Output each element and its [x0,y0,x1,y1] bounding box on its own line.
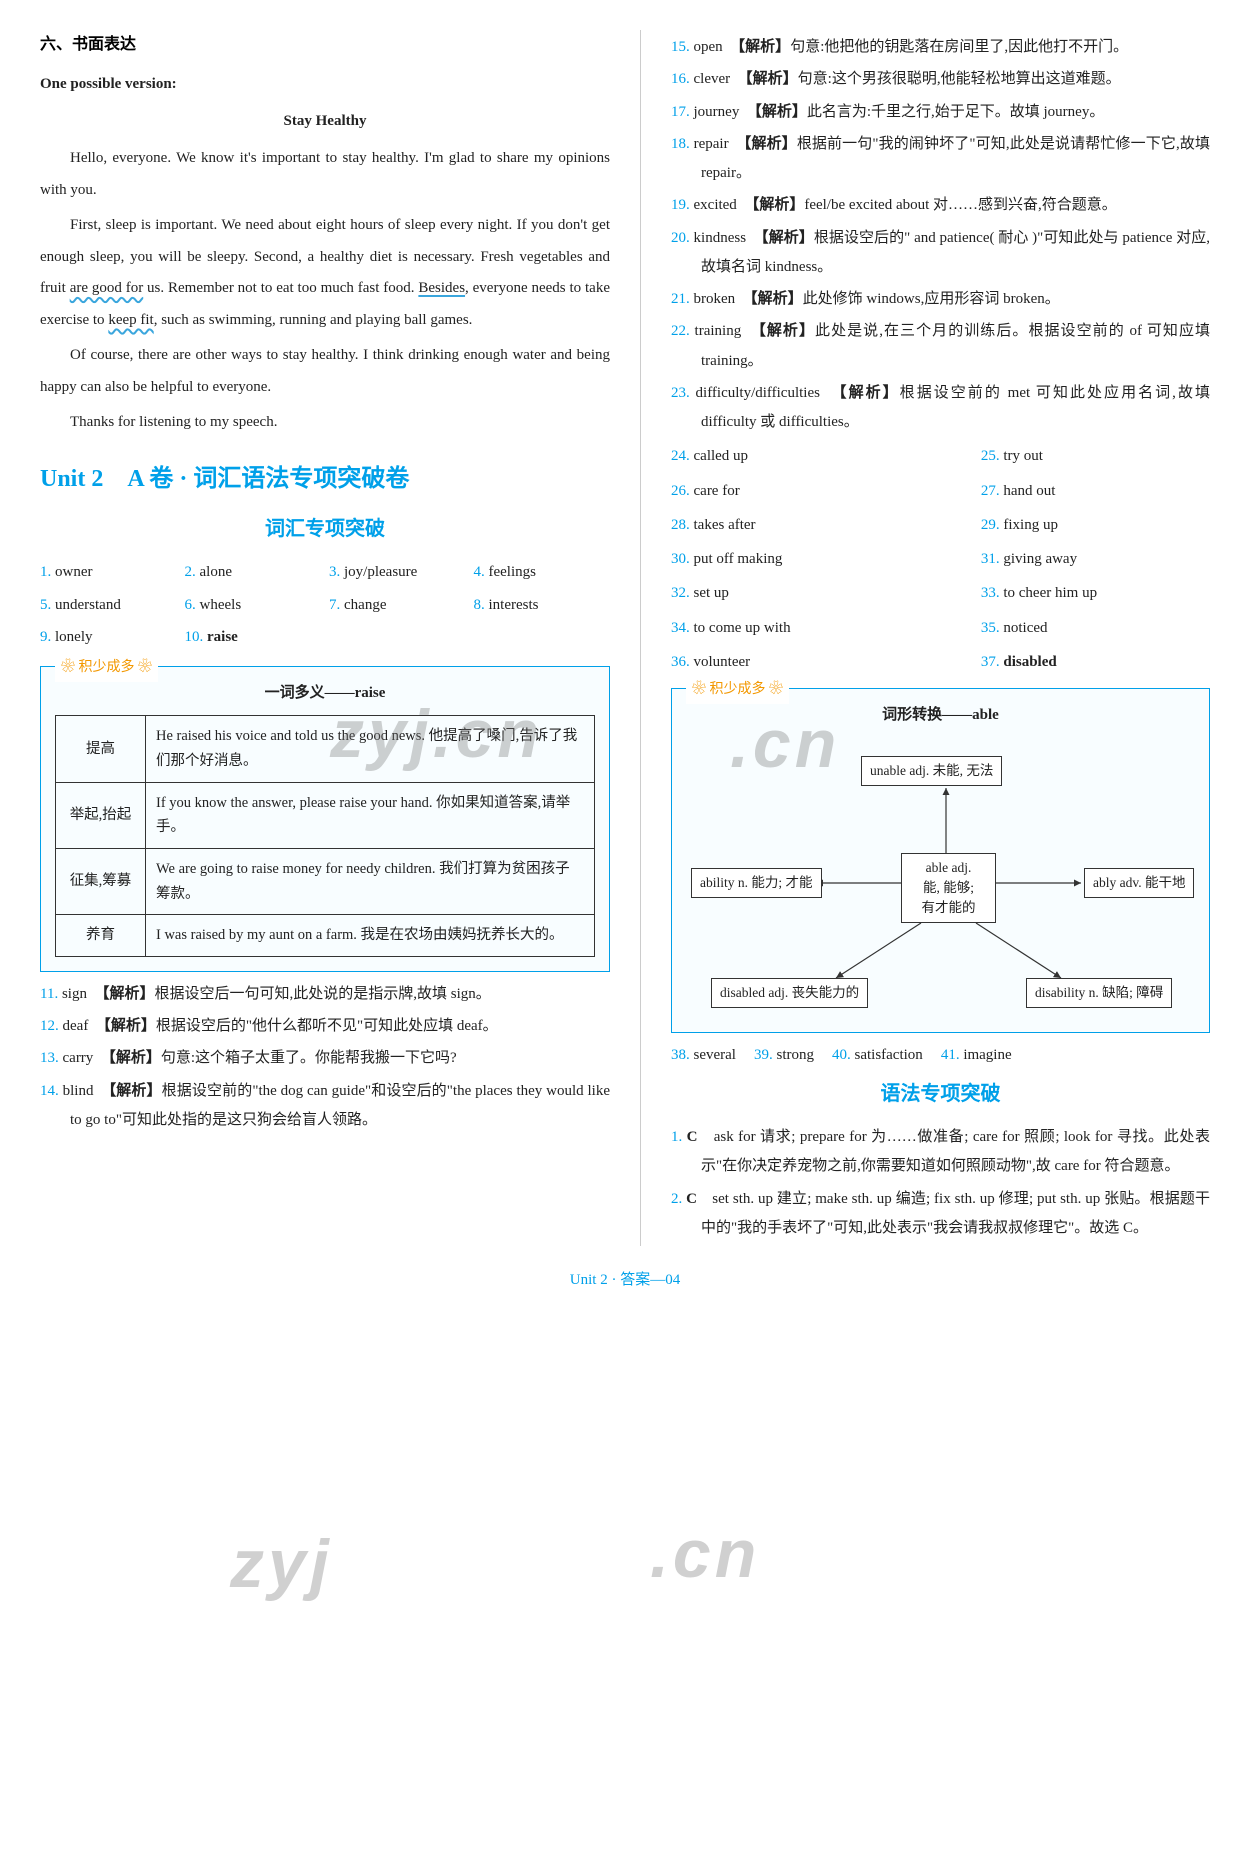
answer-item: 41. imagine [941,1041,1012,1070]
answer-item: 35. noticed [981,614,1210,643]
answer-item: 12. deaf 【解析】根据设空后的"他什么都听不见"可知此处应填 deaf。 [40,1012,610,1041]
answer-item: 31. giving away [981,545,1210,574]
vocab-item: 4. feelings [474,558,611,587]
answer-item: 32. set up [671,579,969,608]
essay-p3: Of course, there are other ways to stay … [40,340,610,403]
grammar-heading: 语法专项突破 [671,1075,1210,1113]
answer-item: 23. difficulty/difficulties 【解析】根据设空前的 m… [671,379,1210,438]
node-bottom-right: disability n. 缺陷; 障碍 [1026,978,1172,1008]
column-divider [640,30,641,1246]
node-center: able adj.能, 能够;有才能的 [901,853,996,924]
version-label: One possible version: [40,70,610,99]
items-38-41: 38. several 39. strong 40. satisfaction 41.… [671,1041,1210,1070]
answer-item: 19. excited 【解析】feel/be excited about 对…… [671,191,1210,220]
raise-box: 积少成多 一词多义——raise 提高He raised his voice a… [40,666,610,972]
items-15-23: 15. open 【解析】句意:他把他的钥匙落在房间里了,因此他打不开门。 16.… [671,33,1210,437]
essay-p4: Thanks for listening to my speech. [40,407,610,439]
answer-item: 29. fixing up [981,511,1210,540]
raise-table: 提高He raised his voice and told us the go… [55,715,595,956]
p2-u1: are good for [70,280,144,296]
answer-item: 13. carry 【解析】句意:这个箱子太重了。你能帮我搬一下它吗? [40,1044,610,1073]
box-title: 一词多义——raise [55,679,595,708]
vocab-item: 3. joy/pleasure [329,558,466,587]
vocab-item: 7. change [329,591,466,620]
table-row: 举起,抬起If you know the answer, please rais… [56,782,595,848]
answer-item: 20. kindness 【解析】根据设空后的" and patience( 耐… [671,224,1210,283]
vocab-grid: 1. owner 2. alone3. joy/pleasure 4. feelin… [40,558,610,652]
answer-item: 14. blind 【解析】根据设空前的"the dog can guide"和… [40,1077,610,1136]
left-column: 六、书面表达 One possible version: Stay Health… [40,30,610,1246]
answer-item: 37. disabled [981,648,1210,677]
answer-item: 34. to come up with [671,614,969,643]
able-box: 积少成多 词形转换——able able adj.能, 能够;有才能的 [671,688,1210,1033]
essay-p1: Hello, everyone. We know it's important … [40,143,610,206]
answer-item: 15. open 【解析】句意:他把他的钥匙落在房间里了,因此他打不开门。 [671,33,1210,62]
box-label: 积少成多 [55,655,158,682]
answer-item: 27. hand out [981,477,1210,506]
grammar-items: 1. C ask for 请求; prepare for 为……做准备; car… [671,1123,1210,1243]
page-columns: 六、书面表达 One possible version: Stay Health… [40,30,1210,1246]
vocab-item: 10. raise [185,623,322,652]
answer-item: 17. journey 【解析】此名言为:千里之行,始于足下。故填 journe… [671,98,1210,127]
answer-item: 40. satisfaction [832,1041,923,1070]
vocab-heading: 词汇专项突破 [40,510,610,548]
items-24-37: 24. called up 25. try out 26. care for 27. … [671,441,1210,678]
essay-p2: First, sleep is important. We need about… [40,210,610,336]
page-footer: Unit 2 · 答案—04 [40,1266,1210,1295]
p2-u2: Besides [418,280,465,296]
table-row: 提高He raised his voice and told us the go… [56,716,595,782]
section-title: 六、书面表达 [40,30,610,60]
answer-item: 24. called up [671,442,969,471]
answer-item: 39. strong [754,1041,814,1070]
vocab-item: 2. alone [185,558,322,587]
answer-item: 38. several [671,1041,736,1070]
watermark: .cn [650,1490,760,1619]
box-label-2: 积少成多 [686,677,789,704]
p2-u3: keep fit [108,312,153,328]
answer-item: 16. clever 【解析】句意:这个男孩很聪明,他能轻松地算出这道难题。 [671,65,1210,94]
grammar-item: 2. C set sth. up 建立; make sth. up 编造; fi… [671,1185,1210,1244]
node-bottom-left: disabled adj. 丧失能力的 [711,978,868,1008]
vocab-item: 9. lonely [40,623,177,652]
node-left: ability n. 能力; 才能 [691,868,822,898]
answer-item: 36. volunteer [671,648,969,677]
vocab-item: 8. interests [474,591,611,620]
vocab-item: 1. owner [40,558,177,587]
answer-item: 26. care for [671,477,969,506]
answer-item: 30. put off making [671,545,969,574]
vocab-item: 5. understand [40,591,177,620]
node-top: unable adj. 未能, 无法 [861,756,1002,786]
answer-item: 18. repair 【解析】根据前一句"我的闹钟坏了"可知,此处是说请帮忙修一… [671,130,1210,189]
answer-item: 21. broken 【解析】此处修饰 windows,应用形容词 broken… [671,285,1210,314]
unit-heading: Unit 2 A 卷 · 词汇语法专项突破卷 [40,457,610,503]
p2-d: , such as swimming, running and playing … [154,312,473,328]
vocab-item: 6. wheels [185,591,322,620]
able-diagram: able adj.能, 能够;有才能的 unable adj. 未能, 无法 a… [686,738,1195,1018]
items-11-14: 11. sign 【解析】根据设空后一句可知,此处说的是指示牌,故填 sign。… [40,980,610,1135]
answer-item: 11. sign 【解析】根据设空后一句可知,此处说的是指示牌,故填 sign。 [40,980,610,1009]
p2-b: us. Remember not to eat too much fast fo… [143,280,418,296]
node-right: ably adv. 能干地 [1084,868,1194,898]
essay-title: Stay Healthy [40,107,610,136]
watermark: zyj [230,1500,333,1629]
grammar-item: 1. C ask for 请求; prepare for 为……做准备; car… [671,1123,1210,1182]
table-row: 养育I was raised by my aunt on a farm. 我是在… [56,915,595,957]
answer-item: 28. takes after [671,511,969,540]
answer-item: 33. to cheer him up [981,579,1210,608]
answer-item: 22. training 【解析】此处是说,在三个月的训练后。根据设空前的 of… [671,317,1210,376]
table-row: 征集,筹募We are going to raise money for nee… [56,849,595,915]
answer-item: 25. try out [981,442,1210,471]
box-title-2: 词形转换——able [686,701,1195,730]
right-column: 15. open 【解析】句意:他把他的钥匙落在房间里了,因此他打不开门。 16.… [671,30,1210,1246]
